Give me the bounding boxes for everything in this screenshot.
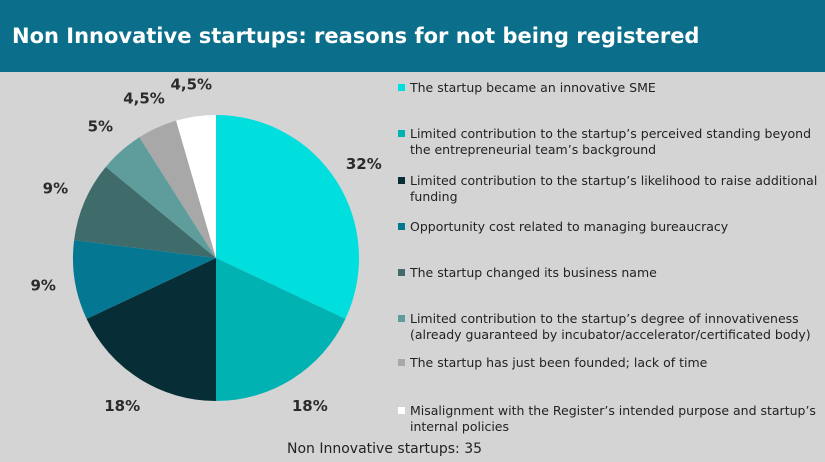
pie-slice-7 [139, 120, 216, 259]
pie-slice-5 [74, 166, 216, 258]
slice-label-3: 18% [104, 397, 140, 415]
legend-label: Limited contribution to the startup’s pe… [410, 126, 812, 157]
legend-item-2: Limited contribution to the startup’s pe… [398, 126, 818, 158]
legend-label: Misalignment with the Register’s intende… [410, 403, 816, 434]
legend-item-4: Opportunity cost related to managing bur… [398, 219, 818, 235]
legend-swatch [398, 407, 405, 414]
legend-label: Limited contribution to the startup’s de… [410, 311, 811, 342]
pie-slice-3 [86, 258, 216, 401]
slice-label-8: 4,5% [170, 76, 212, 94]
legend-item-3: Limited contribution to the startup’s li… [398, 173, 818, 205]
legend-item-7: The startup has just been founded; lack … [398, 355, 818, 371]
legend-swatch [398, 223, 405, 230]
legend-label: Opportunity cost related to managing bur… [410, 219, 729, 234]
pie-slice-4 [73, 240, 216, 319]
slice-label-7: 4,5% [123, 90, 165, 108]
legend-item-5: The startup changed its business name [398, 265, 818, 281]
legend-swatch [398, 315, 405, 322]
sample-size-note: Non Innovative startups: 35 [287, 441, 483, 457]
legend-label: The startup changed its business name [410, 265, 657, 280]
legend-swatch [398, 130, 405, 137]
pie-slice-6 [105, 137, 216, 258]
pie-slice-2 [216, 258, 346, 401]
legend-item-1: The startup became an innovative SME [398, 80, 818, 96]
slice-label-5: 9% [43, 180, 68, 198]
legend-swatch [398, 177, 405, 184]
legend-swatch [398, 84, 405, 91]
slice-label-2: 18% [292, 397, 328, 415]
chart-title: Non Innovative startups: reasons for not… [12, 24, 700, 48]
slice-label-1: 32% [346, 155, 382, 173]
pie-chart: 32% 18% 18% 9% 9% 5% 4,5% 4,5% [30, 76, 382, 415]
legend-label: The startup has just been founded; lack … [410, 355, 708, 370]
legend-item-6: Limited contribution to the startup’s de… [398, 311, 818, 343]
legend-swatch [398, 359, 405, 366]
pie-slice-8 [176, 115, 216, 258]
title-bar: Non Innovative startups: reasons for not… [0, 0, 825, 72]
slice-label-6: 5% [88, 118, 113, 136]
slice-label-4: 9% [30, 276, 55, 294]
legend-swatch [398, 269, 405, 276]
legend-label: The startup became an innovative SME [410, 80, 656, 95]
pie-slice-1 [216, 115, 360, 319]
legend-label: Limited contribution to the startup’s li… [410, 173, 818, 204]
legend-item-8: Misalignment with the Register’s intende… [398, 403, 818, 435]
